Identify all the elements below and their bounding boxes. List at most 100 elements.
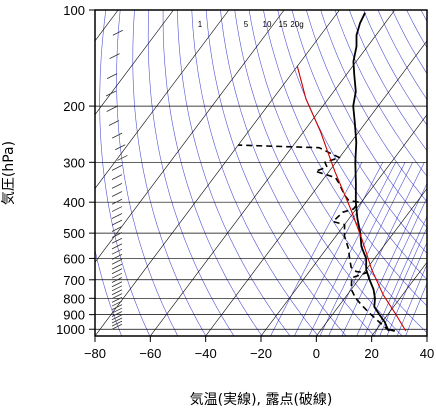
reference-line	[296, 66, 407, 332]
dry-adiabat-line	[277, 10, 427, 281]
mixing-ratio-line	[328, 162, 413, 336]
y-tick-label: 700	[63, 273, 85, 288]
x-tick-label: 40	[420, 346, 434, 361]
wind-barb	[109, 53, 120, 59]
mixing-ratio-line	[379, 226, 427, 336]
mixing-ratio-line	[294, 162, 384, 336]
wind-barb	[111, 132, 123, 139]
wind-barb	[111, 198, 123, 205]
isotherm-line	[95, 10, 285, 263]
y-tick-label: 600	[63, 251, 85, 266]
dry-adiabat-line	[132, 10, 207, 336]
dry-adiabat-line	[320, 10, 427, 203]
dry-adiabat-lines	[95, 10, 427, 336]
dry-adiabat-line	[248, 10, 427, 334]
wind-barb	[111, 289, 123, 296]
y-tick-label: 400	[63, 195, 85, 210]
x-axis-title: 気温(実線), 露点(破線)	[190, 392, 333, 408]
wind-barb	[111, 277, 123, 283]
wind-barb	[111, 268, 123, 275]
wind-barb	[111, 213, 123, 219]
x-tick-label: −60	[139, 346, 161, 361]
dry-adiabat-line	[392, 10, 427, 75]
y-tick-label: 800	[63, 291, 85, 306]
wind-barb	[105, 90, 117, 97]
dry-adiabat-line	[95, 248, 122, 336]
x-tick-label: −80	[84, 346, 106, 361]
dry-adiabat-line	[99, 10, 151, 336]
wind-barb	[111, 232, 123, 238]
wind-barb	[111, 293, 123, 300]
mixing-ratio-line	[405, 282, 427, 336]
wind-barb	[115, 144, 126, 151]
wind-barb	[106, 106, 117, 112]
wind-barb	[111, 285, 123, 292]
x-tick-label: 20	[364, 346, 378, 361]
wind-barb	[111, 297, 123, 303]
dry-adiabat-line	[220, 10, 375, 336]
profile-series	[238, 12, 407, 332]
dry-adiabat-line	[234, 10, 403, 336]
wind-barb	[111, 281, 123, 288]
wind-barb	[111, 304, 123, 310]
wind-barb	[111, 248, 123, 255]
wind-barb	[111, 258, 123, 265]
wind-barb	[112, 29, 124, 36]
dry-adiabat-line	[162, 10, 263, 336]
wind-barb	[111, 226, 123, 232]
y-tick-label: 1000	[56, 322, 85, 337]
wind-barb	[111, 237, 123, 244]
mixing-ratio-label: 5	[244, 20, 249, 29]
isotherm-line	[95, 10, 119, 42]
x-tick-label: 0	[313, 346, 320, 361]
wind-barb	[111, 314, 123, 321]
x-axis: −80 −60 −40 −20 0 20 40	[84, 336, 434, 361]
y-tick-label: 100	[63, 3, 85, 18]
temperature-line	[352, 12, 396, 332]
x-tick-label: −20	[250, 346, 272, 361]
wind-barb	[111, 183, 123, 189]
wind-barb	[111, 165, 123, 171]
y-tick-label: 900	[63, 308, 85, 323]
mixing-ratio-lines	[270, 162, 427, 336]
isotherm-line	[95, 10, 230, 189]
dry-adiabat-line	[177, 10, 291, 336]
isotherm-line	[426, 335, 427, 336]
mixing-ratio-label: 10	[263, 20, 272, 29]
dry-adiabat-line	[334, 10, 427, 177]
mixing-ratio-line	[308, 162, 396, 336]
wind-barb	[111, 243, 123, 250]
isotherm-line	[260, 114, 427, 336]
mixing-ratio-line	[319, 162, 406, 336]
mixing-ratio-labels: 1 5 10 15 20g	[198, 20, 304, 29]
wind-barb	[111, 272, 123, 279]
x-tick-label: −40	[195, 346, 217, 361]
y-axis-title: 気圧(hPa)	[1, 141, 17, 205]
wind-barb	[111, 174, 123, 181]
y-tick-label: 200	[63, 99, 85, 114]
mixing-ratio-label: 1	[198, 20, 203, 29]
wind-barb	[111, 317, 123, 324]
dewpoint-line	[238, 144, 390, 332]
dry-adiabat-line	[349, 10, 427, 152]
wind-barb	[111, 263, 123, 270]
isotherm-line	[316, 187, 427, 336]
mixing-ratio-line	[364, 197, 427, 336]
isotherm-line	[95, 10, 340, 336]
wind-barbs	[105, 29, 128, 330]
y-tick-label: 500	[63, 226, 85, 241]
mixing-ratio-line	[396, 263, 427, 336]
dry-adiabat-line	[116, 10, 179, 336]
wind-barb	[111, 323, 123, 330]
dry-adiabat-line	[205, 10, 347, 336]
wind-barb	[111, 191, 123, 197]
wind-barb	[111, 300, 123, 307]
dry-adiabat-line	[191, 10, 319, 336]
dry-adiabat-line	[147, 10, 235, 336]
grid-lines	[95, 10, 427, 336]
dry-adiabat-line	[406, 10, 427, 49]
dry-adiabat-line	[306, 10, 427, 228]
wind-barb	[108, 120, 120, 126]
